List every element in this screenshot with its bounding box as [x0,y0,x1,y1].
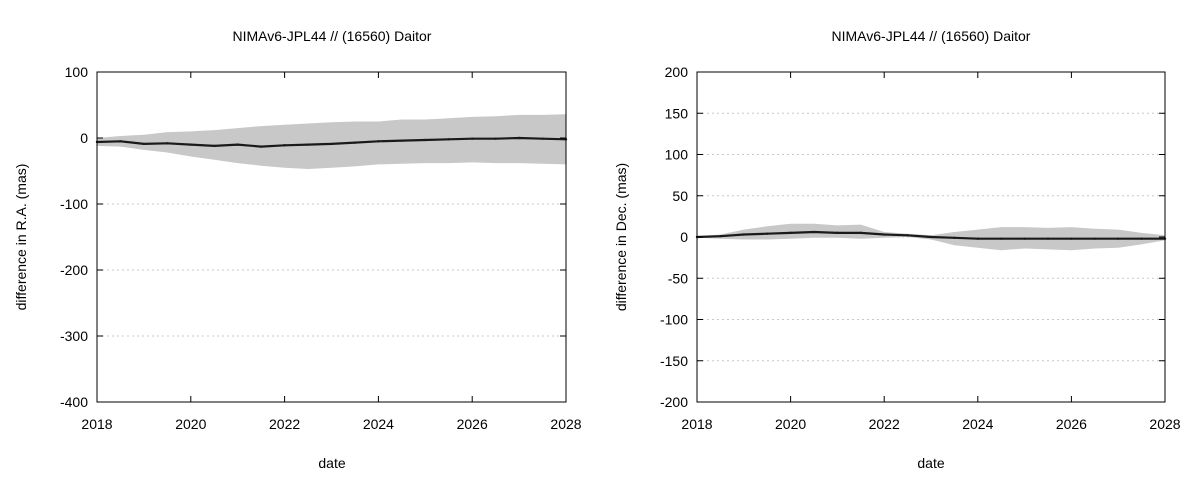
x-tick-label: 2028 [1149,416,1180,432]
data-point [447,138,450,141]
data-point [119,140,122,143]
data-point [906,234,909,237]
data-point [142,142,146,146]
data-point [1000,237,1003,240]
data-point [883,233,886,236]
y-tick-label: -100 [660,312,688,328]
data-point [1046,237,1050,240]
data-point [859,231,862,235]
y-tick-label: 200 [665,64,689,80]
y-tick-label: 50 [672,188,688,204]
data-point [812,230,816,234]
y-tick-label: 0 [80,130,88,146]
x-tick-label: 2020 [775,416,806,432]
y-tick-label: -200 [660,394,688,410]
x-tick-label: 2018 [81,416,112,432]
data-point [330,142,333,146]
data-point [259,145,263,148]
y-tick-label: -150 [660,353,688,369]
data-point [353,141,357,144]
x-tick-label: 2022 [869,416,900,432]
panel-dec: NIMAv6-JPL44 // (16560) Daitor date diff… [613,28,1181,471]
data-point [1070,237,1073,240]
x-tick-label: 2028 [550,416,581,432]
x-tick-label: 2024 [962,416,993,432]
x-tick-label: 2024 [363,416,394,432]
data-point [306,143,310,146]
data-point [953,236,956,240]
data-point [976,237,979,240]
y-tick-label: -100 [60,196,88,212]
data-point [1093,237,1097,240]
x-axis-label: date [917,455,944,471]
x-tick-label: 2026 [457,416,488,432]
y-axis-label: difference in R.A. (mas) [13,164,29,311]
data-point [541,137,544,140]
y-tick-label: 100 [665,147,689,163]
data-point [166,142,169,145]
data-point [236,143,239,146]
data-point [742,233,745,236]
data-point [213,144,216,148]
y-tick-label: 150 [665,105,689,121]
data-point [1117,237,1120,240]
y-tick-label: -400 [60,394,88,410]
data-point [471,137,474,140]
x-axis-label: date [318,455,345,471]
chart-title: NIMAv6-JPL44 // (16560) Daitor [233,28,432,44]
data-point [377,140,380,143]
data-point [1140,237,1143,240]
y-axis-label: difference in Dec. (mas) [613,163,629,311]
y-tick-label: 0 [680,229,688,245]
x-tick-label: 2026 [1056,416,1087,432]
data-point [424,138,427,142]
x-tick-label: 2018 [681,416,712,432]
y-tick-label: 100 [65,64,89,80]
data-point [766,232,769,235]
y-tick-label: -200 [60,262,88,278]
data-point [517,136,521,140]
y-tick-label: -300 [60,328,88,344]
data-point [494,137,497,140]
y-tick-label: -50 [668,270,688,286]
data-point [719,234,722,238]
x-tick-label: 2020 [175,416,206,432]
chart-title: NIMAv6-JPL44 // (16560) Daitor [832,28,1031,44]
plot-frame [96,71,567,403]
x-tick-label: 2022 [269,416,300,432]
data-point [400,139,404,142]
panel-ra: NIMAv6-JPL44 // (16560) Daitor date diff… [13,28,582,471]
data-point [283,144,286,147]
data-point [836,231,839,235]
uncertainty-band [97,114,566,169]
data-point [189,143,192,146]
data-point [789,231,792,235]
data-point [929,235,933,239]
data-point [1023,237,1026,240]
